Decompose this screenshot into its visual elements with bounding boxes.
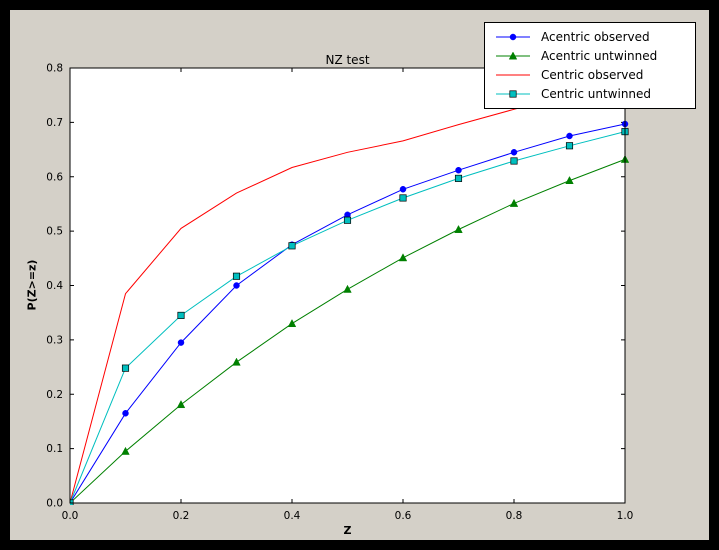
x-tick-label: 0.0 — [62, 510, 79, 522]
marker-circle — [455, 166, 462, 174]
marker-circle — [566, 132, 573, 140]
marker-triangle — [565, 176, 574, 185]
marker-triangle — [398, 253, 408, 262]
marker-circle — [233, 282, 240, 289]
legend-label: Centric untwinned — [541, 87, 652, 101]
marker-circle — [509, 33, 517, 41]
x-tick-label: 0.8 — [506, 510, 523, 522]
marker-circle — [122, 410, 129, 417]
marker-triangle — [287, 319, 297, 328]
marker-triangle — [232, 357, 241, 366]
y-axis-label: P(Z>=z) — [25, 259, 39, 311]
legend-item-acentric-untwinned: Acentric untwinned — [493, 47, 687, 65]
x-tick-label: 0.2 — [173, 510, 190, 522]
y-tick-label: 0.7 — [46, 117, 63, 129]
legend-label: Centric observed — [541, 68, 644, 82]
y-tick-label: 0.1 — [46, 443, 63, 455]
marker-triangle — [509, 198, 519, 207]
marker-triangle — [176, 400, 186, 409]
legend: Acentric observed Acentric untwinned Centr… — [484, 22, 696, 109]
legend-item-acentric-observed: Acentric observed — [493, 28, 687, 46]
y-tick-label: 0.4 — [46, 280, 63, 292]
y-tick-label: 0.2 — [46, 389, 63, 401]
chart-title: NZ test — [325, 53, 370, 67]
marker-triangle — [343, 284, 352, 293]
legend-label: Acentric observed — [541, 30, 650, 44]
marker-square — [509, 90, 517, 98]
x-tick-label: 0.4 — [284, 510, 301, 522]
marker-square — [510, 157, 518, 165]
figure-canvas: 0.0 0.2 0.4 0.6 0.8 1.0 0.0 0.1 0.2 0.3 0.4 0.5 0.6 0… — [10, 10, 709, 540]
marker-triangle — [508, 51, 518, 60]
x-tick-label: 1.0 — [617, 510, 634, 522]
marker-square — [232, 272, 241, 280]
legend-item-centric-untwinned: Centric untwinned — [493, 85, 687, 103]
nz-test-chart: 0.0 0.2 0.4 0.6 0.8 1.0 0.0 0.1 0.2 0.3 0.4 0.5 0.6 0… — [46, 63, 634, 523]
marker-square — [177, 311, 185, 319]
marker-triangle — [454, 224, 463, 233]
marker-circle — [399, 186, 407, 193]
marker-square — [288, 242, 296, 250]
series-group — [70, 86, 629, 505]
marker-circle — [510, 149, 518, 156]
y-tick-label: 0.6 — [46, 171, 63, 183]
marker-square — [565, 142, 574, 150]
y-tick-label: 0.3 — [46, 334, 63, 346]
y-tick-label: 0.0 — [46, 498, 63, 510]
legend-sample-line — [496, 74, 530, 76]
x-tick-label: 0.6 — [395, 510, 412, 522]
legend-sample-triangle — [496, 51, 530, 60]
marker-square — [343, 216, 352, 224]
legend-sample-square — [496, 90, 530, 98]
y-tick-label: 0.8 — [46, 63, 63, 75]
legend-sample-circle — [496, 33, 530, 41]
axes-border — [69, 67, 626, 504]
marker-square — [399, 194, 407, 202]
marker-square — [121, 364, 130, 372]
marker-circle — [177, 339, 185, 346]
legend-label: Acentric untwinned — [541, 49, 658, 63]
legend-item-centric-observed: Centric observed — [493, 66, 687, 84]
x-axis-label: Z — [343, 524, 352, 537]
marker-triangle — [121, 446, 130, 455]
marker-square — [454, 174, 463, 182]
y-tick-label: 0.5 — [46, 226, 63, 238]
